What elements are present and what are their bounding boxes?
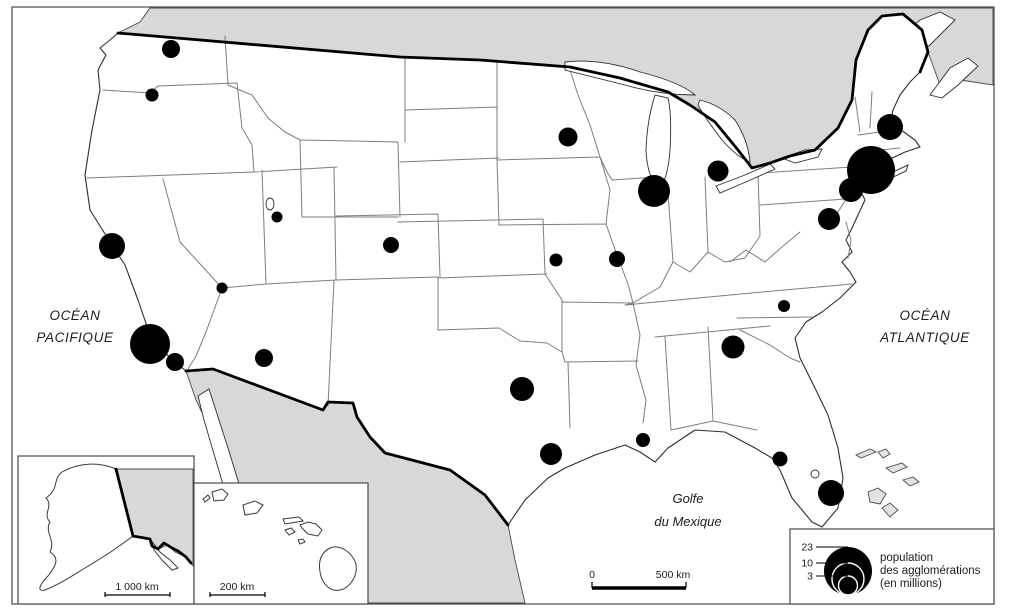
- city-circle-new-orleans: [636, 433, 650, 447]
- lake-ontario: [780, 148, 823, 164]
- city-circle-miami: [818, 480, 844, 506]
- city-circle-phoenix: [255, 349, 273, 367]
- city-circle-san-francisco: [99, 233, 125, 259]
- scale-zero-label: 0: [589, 569, 595, 581]
- lanai: [284, 527, 296, 536]
- legend-value-23: 23: [801, 542, 813, 554]
- gulf-of-mexico-label-line1: Golfe: [672, 491, 703, 506]
- city-circle-las-vegas: [216, 282, 228, 294]
- lake-superior: [564, 60, 697, 96]
- alaska-landmass: [39, 463, 134, 591]
- city-circle-san-diego: [166, 353, 184, 371]
- pacific-ocean-label-line2: PACIFIQUE: [36, 330, 114, 345]
- alaska-panhandle: [149, 538, 179, 571]
- legend-circle-23: [824, 547, 872, 595]
- city-circle-kansas-city: [549, 253, 563, 267]
- city-circle-washington: [818, 208, 840, 230]
- city-circle-charlotte: [778, 300, 790, 312]
- city-circle-new-york: [847, 146, 895, 194]
- city-circle-chicago: [638, 175, 670, 207]
- city-circle-dallas: [510, 377, 534, 401]
- hawaii-inset: 200 km: [193, 482, 369, 605]
- legend-caption-line1: population: [880, 552, 933, 564]
- alaska-inset: 1 000 km: [17, 455, 195, 605]
- caribbean-islands: [855, 448, 920, 518]
- legend-value-10: 10: [801, 558, 813, 570]
- niihau: [202, 494, 211, 503]
- oahu: [242, 500, 264, 516]
- mexico-border: [184, 367, 510, 527]
- main-scale-bar: 0 500 km: [589, 569, 691, 590]
- city-circle-saint-louis: [609, 251, 625, 267]
- big-island: [319, 546, 357, 591]
- legend-values: 23 103: [801, 542, 848, 583]
- great-salt-lake: [265, 197, 275, 211]
- city-circle-detroit: [707, 160, 729, 182]
- canada-border: [116, 12, 930, 170]
- legend-value-3: 3: [807, 571, 813, 583]
- legend: 23 103 population des agglomérations (en …: [789, 528, 995, 605]
- city-circle-salt-lake-city: [271, 211, 283, 223]
- maui: [299, 521, 323, 537]
- gulf-of-mexico-label-line2: du Mexique: [654, 514, 721, 529]
- atlantic-ocean-label-line1: OCÉAN: [899, 308, 950, 323]
- city-circle-denver: [383, 237, 399, 253]
- city-circle-minneapolis: [558, 127, 578, 147]
- city-circle-boston: [877, 114, 903, 140]
- great-lakes: [265, 60, 823, 479]
- atlantic-ocean-label-line2: ATLANTIQUE: [879, 330, 970, 345]
- city-circle-tampa: [772, 451, 788, 467]
- city-circle-portland: [145, 88, 159, 102]
- molokai: [282, 516, 305, 525]
- kauai: [211, 488, 229, 502]
- alaska-scale-label: 1 000 km: [115, 581, 158, 593]
- legend-caption-line3: (en millions): [880, 578, 942, 590]
- city-circles: [99, 40, 903, 506]
- city-circle-atlanta: [721, 335, 745, 359]
- legend-caption-line2: des agglomérations: [880, 565, 981, 577]
- scale-500km-label: 500 km: [656, 569, 691, 581]
- kahoolawe: [297, 538, 306, 545]
- lake-okeechobee: [810, 469, 820, 479]
- city-circle-los-angeles: [130, 324, 170, 364]
- city-circle-houston: [540, 443, 562, 465]
- legend-circles: [824, 547, 872, 596]
- lake-erie: [715, 163, 776, 194]
- pacific-ocean-label-line1: OCÉAN: [49, 308, 100, 323]
- city-circle-seattle: [162, 40, 180, 58]
- hawaii-scale-label: 200 km: [220, 581, 255, 593]
- nova-scotia-coast: [929, 57, 979, 99]
- alaska-canada-border: [114, 467, 193, 565]
